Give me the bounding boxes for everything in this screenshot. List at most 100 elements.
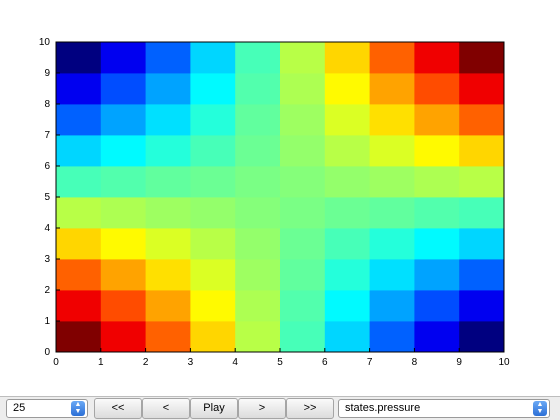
frame-select[interactable]: 25 ▲ ▼ (6, 399, 88, 418)
heatmap-cell (324, 259, 370, 291)
heatmap-cell (190, 73, 236, 105)
heatmap-cell (369, 228, 415, 260)
last-frame-button[interactable]: >> (286, 398, 334, 419)
x-tick-label: 9 (456, 357, 462, 366)
heatmap-cell (235, 42, 281, 74)
heatmap-cell (280, 135, 326, 167)
heatmap-cell (280, 321, 326, 353)
y-tick-label: 2 (44, 285, 50, 296)
next-frame-button[interactable]: > (238, 398, 286, 419)
heatmap-cell (145, 197, 191, 229)
y-tick-label: 8 (44, 99, 50, 110)
heatmap-cell (459, 135, 505, 167)
x-tick-label: 6 (322, 357, 328, 366)
heatmap-cell (190, 290, 236, 322)
heatmap-cell (100, 290, 146, 322)
heatmap-cell (190, 166, 236, 198)
heatmap-cell (459, 259, 505, 291)
heatmap-cell (280, 290, 326, 322)
heatmap-cell (235, 73, 281, 105)
heatmap-cell (100, 259, 146, 291)
heatmap-cell (414, 259, 460, 291)
heatmap-cell (459, 73, 505, 105)
y-tick-label: 7 (44, 130, 50, 141)
x-tick-label: 0 (53, 357, 59, 366)
heatmap-cell (369, 321, 415, 353)
heatmap-cell (145, 290, 191, 322)
heatmap-cell (145, 259, 191, 291)
heatmap-cell (100, 104, 146, 136)
heatmap-cell (235, 259, 281, 291)
heatmap-cell (459, 104, 505, 136)
y-tick-label: 1 (44, 316, 50, 327)
heatmap-cell (459, 166, 505, 198)
heatmap-cell (145, 42, 191, 74)
x-tick-label: 10 (498, 357, 510, 366)
variable-select[interactable]: states.pressure ▲ ▼ (338, 399, 550, 418)
y-tick-label: 6 (44, 161, 50, 172)
heatmap-cell (369, 135, 415, 167)
heatmap-cell (414, 290, 460, 322)
heatmap-cell (459, 42, 505, 74)
x-tick-label: 2 (143, 357, 149, 366)
x-tick-label: 8 (412, 357, 418, 366)
select-arrows-icon: ▲ ▼ (533, 401, 547, 416)
heatmap-cell (235, 104, 281, 136)
heatmap-cell (414, 197, 460, 229)
heatmap-cell (280, 104, 326, 136)
heatmap-cell (190, 197, 236, 229)
heatmap-cell (414, 42, 460, 74)
x-tick-label: 1 (98, 357, 104, 366)
heatmap-cell (369, 197, 415, 229)
play-button[interactable]: Play (190, 398, 238, 419)
y-tick-label: 0 (44, 347, 50, 358)
heatmap-cell (56, 290, 102, 322)
heatmap-cell (280, 228, 326, 260)
heatmap-cell (324, 228, 370, 260)
heatmap-cell (280, 259, 326, 291)
heatmap-cell (100, 228, 146, 260)
heatmap-cell (100, 321, 146, 353)
first-frame-button[interactable]: << (94, 398, 142, 419)
heatmap-cell (190, 104, 236, 136)
y-tick-label: 3 (44, 254, 50, 265)
heatmap-cell (324, 197, 370, 229)
heatmap-cell (190, 259, 236, 291)
heatmap-cell (280, 73, 326, 105)
heatmap-cell (369, 290, 415, 322)
heatmap-cell (100, 197, 146, 229)
x-tick-label: 7 (367, 357, 373, 366)
heatmap-cell (56, 104, 102, 136)
heatmap-cell (324, 321, 370, 353)
heatmap-cell (369, 42, 415, 74)
heatmap-cell (280, 42, 326, 74)
heatmap-cell (56, 259, 102, 291)
heatmap-cell (280, 197, 326, 229)
select-arrows-icon: ▲ ▼ (71, 401, 85, 416)
heatmap-cell (56, 42, 102, 74)
y-tick-label: 9 (44, 68, 50, 79)
heatmap-cell (145, 104, 191, 136)
previous-frame-button[interactable]: < (142, 398, 190, 419)
heatmap-cell (369, 73, 415, 105)
heatmap-cell (56, 73, 102, 105)
heatmap-cell (324, 104, 370, 136)
heatmap-cell (369, 104, 415, 136)
heatmap-cell (100, 73, 146, 105)
heatmap-cell (235, 321, 281, 353)
heatmap-cell (235, 290, 281, 322)
x-tick-label: 3 (188, 357, 194, 366)
heatmap-cell (56, 135, 102, 167)
y-tick-label: 10 (39, 37, 51, 48)
heatmap-cell (324, 42, 370, 74)
x-tick-label: 5 (277, 357, 283, 366)
heatmap-cell (414, 135, 460, 167)
heatmap-cell (145, 166, 191, 198)
frame-select-value: 25 (13, 402, 26, 414)
heatmap-cell (459, 228, 505, 260)
heatmap-cell (100, 166, 146, 198)
heatmap-cell (235, 228, 281, 260)
heatmap-cell (414, 228, 460, 260)
x-tick-label: 4 (232, 357, 238, 366)
y-tick-label: 4 (44, 223, 50, 234)
